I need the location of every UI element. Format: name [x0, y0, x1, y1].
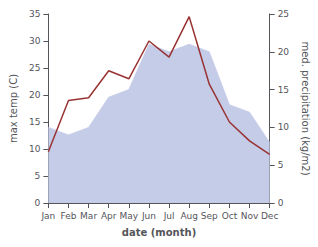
svg-text:Jun: Jun	[141, 211, 156, 221]
svg-text:Mar: Mar	[80, 211, 97, 221]
svg-text:25: 25	[278, 9, 289, 19]
svg-text:date (month): date (month)	[122, 227, 196, 238]
svg-text:Feb: Feb	[61, 211, 77, 221]
svg-text:Sep: Sep	[201, 211, 218, 221]
svg-text:5: 5	[35, 171, 41, 181]
svg-text:0: 0	[278, 198, 284, 208]
svg-text:10: 10	[278, 122, 290, 132]
svg-text:15: 15	[29, 117, 40, 127]
svg-text:25: 25	[29, 63, 40, 73]
svg-text:20: 20	[278, 47, 290, 57]
svg-text:med. precipitation (kg/m2): med. precipitation (kg/m2)	[300, 41, 311, 175]
svg-text:Dec: Dec	[261, 211, 278, 221]
svg-text:15: 15	[278, 85, 289, 95]
svg-text:20: 20	[29, 90, 41, 100]
svg-text:max temp (C): max temp (C)	[8, 74, 19, 143]
svg-text:5: 5	[278, 160, 284, 170]
svg-text:Nov: Nov	[241, 211, 259, 221]
svg-text:Jul: Jul	[163, 211, 175, 221]
svg-text:May: May	[120, 211, 139, 221]
svg-text:Aug: Aug	[180, 211, 198, 221]
svg-text:10: 10	[29, 144, 41, 154]
svg-text:Jan: Jan	[40, 211, 55, 221]
svg-text:0: 0	[35, 198, 41, 208]
svg-text:Apr: Apr	[101, 211, 117, 221]
svg-text:35: 35	[29, 9, 40, 19]
svg-text:30: 30	[29, 36, 41, 46]
svg-text:Oct: Oct	[222, 211, 238, 221]
